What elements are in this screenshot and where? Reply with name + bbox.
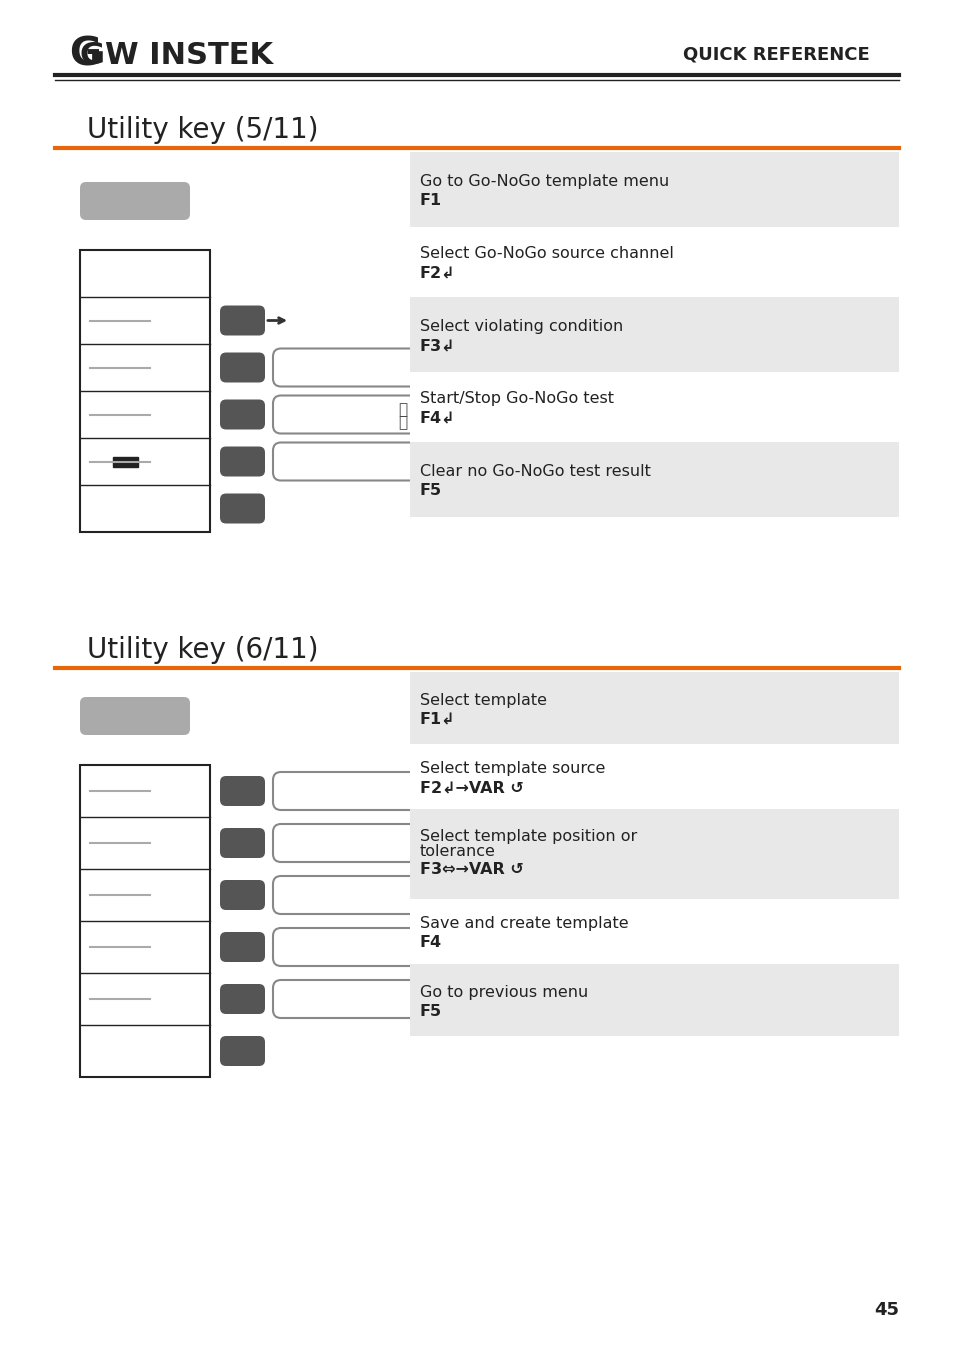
Text: Utility key (5/11): Utility key (5/11) <box>87 116 318 144</box>
FancyBboxPatch shape <box>220 447 265 477</box>
Bar <box>410 441 898 517</box>
Text: G: G <box>69 36 101 74</box>
Text: F5: F5 <box>419 1003 441 1018</box>
Text: F3↲: F3↲ <box>419 338 455 352</box>
FancyBboxPatch shape <box>220 880 265 910</box>
Text: GW INSTEK: GW INSTEK <box>80 40 273 69</box>
Text: F1: F1 <box>419 193 441 208</box>
Text: 45: 45 <box>873 1301 898 1319</box>
FancyBboxPatch shape <box>220 352 265 382</box>
FancyBboxPatch shape <box>273 772 437 810</box>
Bar <box>112 456 138 467</box>
Bar <box>80 765 210 1077</box>
FancyBboxPatch shape <box>273 348 428 386</box>
FancyBboxPatch shape <box>273 396 428 433</box>
FancyBboxPatch shape <box>273 980 437 1018</box>
FancyBboxPatch shape <box>220 984 265 1014</box>
Text: Save and create template: Save and create template <box>419 917 628 932</box>
FancyBboxPatch shape <box>80 182 190 220</box>
Text: Select violating condition: Select violating condition <box>419 319 622 333</box>
Bar <box>410 373 898 441</box>
FancyBboxPatch shape <box>80 697 190 734</box>
FancyBboxPatch shape <box>273 443 428 481</box>
Text: Select template source: Select template source <box>419 761 605 776</box>
Text: F3⇔→VAR ↺: F3⇔→VAR ↺ <box>419 863 523 878</box>
Text: Go to Go-NoGo template menu: Go to Go-NoGo template menu <box>419 174 669 189</box>
Bar <box>410 744 898 809</box>
Bar <box>410 964 898 1035</box>
FancyBboxPatch shape <box>220 931 265 963</box>
FancyBboxPatch shape <box>220 494 265 524</box>
Text: Select template position or: Select template position or <box>419 829 637 844</box>
Text: Select Go-NoGo source channel: Select Go-NoGo source channel <box>419 247 673 262</box>
Text: F2↲: F2↲ <box>419 266 455 281</box>
Text: F4: F4 <box>419 936 441 950</box>
Bar <box>410 297 898 373</box>
Text: Start/Stop Go-NoGo test: Start/Stop Go-NoGo test <box>419 392 614 406</box>
Bar <box>410 227 898 297</box>
Text: F4↲: F4↲ <box>419 410 455 425</box>
Text: Go to previous menu: Go to previous menu <box>419 984 588 999</box>
Text: Select template: Select template <box>419 693 546 707</box>
Bar <box>410 899 898 964</box>
FancyBboxPatch shape <box>220 828 265 859</box>
FancyBboxPatch shape <box>273 824 437 863</box>
Text: Clear no Go-NoGo test result: Clear no Go-NoGo test result <box>419 464 650 479</box>
Bar <box>410 672 898 744</box>
Text: tolerance: tolerance <box>419 845 496 860</box>
Text: F1↲: F1↲ <box>419 711 455 726</box>
Bar <box>410 153 898 227</box>
Text: QUICK REFERENCE: QUICK REFERENCE <box>682 46 869 63</box>
FancyBboxPatch shape <box>273 927 437 967</box>
Text: F2↲→VAR ↺: F2↲→VAR ↺ <box>419 780 523 795</box>
Bar <box>410 809 898 899</box>
FancyBboxPatch shape <box>220 776 265 806</box>
Text: 🔈: 🔈 <box>398 414 407 431</box>
Text: Utility key (6/11): Utility key (6/11) <box>87 636 318 664</box>
Text: 🔈: 🔈 <box>398 402 407 417</box>
FancyBboxPatch shape <box>220 305 265 336</box>
FancyBboxPatch shape <box>220 400 265 429</box>
FancyBboxPatch shape <box>220 1035 265 1066</box>
Text: F5: F5 <box>419 483 441 498</box>
Bar <box>80 250 210 532</box>
FancyBboxPatch shape <box>273 876 437 914</box>
